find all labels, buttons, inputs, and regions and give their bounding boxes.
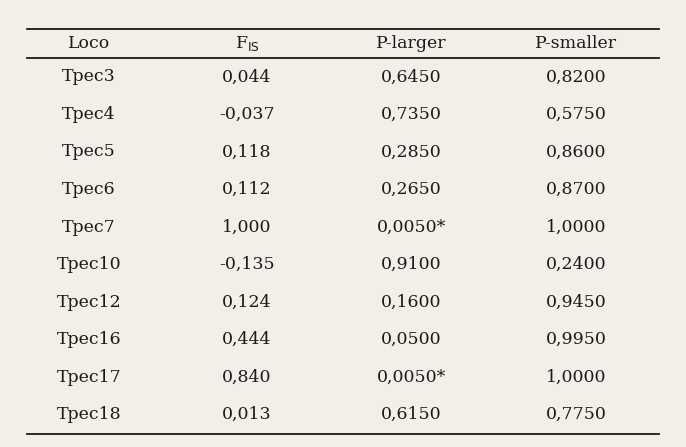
Text: 0,2400: 0,2400 <box>546 256 606 273</box>
Text: 0,8200: 0,8200 <box>546 68 606 85</box>
Text: -0,037: -0,037 <box>219 106 275 123</box>
Text: 0,0050*: 0,0050* <box>377 369 447 386</box>
Text: 0,0050*: 0,0050* <box>377 219 447 236</box>
Text: 0,013: 0,013 <box>222 406 272 423</box>
Text: F$_{\rm IS}$: F$_{\rm IS}$ <box>235 34 259 53</box>
Text: Tpec12: Tpec12 <box>57 294 121 311</box>
Text: P-smaller: P-smaller <box>535 35 617 52</box>
Text: 0,8600: 0,8600 <box>546 143 606 160</box>
Text: 0,7750: 0,7750 <box>546 406 606 423</box>
Text: 0,8700: 0,8700 <box>546 181 606 198</box>
Text: 0,112: 0,112 <box>222 181 272 198</box>
Text: 0,1600: 0,1600 <box>381 294 442 311</box>
Text: 1,0000: 1,0000 <box>546 219 606 236</box>
Text: 0,124: 0,124 <box>222 294 272 311</box>
Text: 0,5750: 0,5750 <box>546 106 606 123</box>
Text: 0,044: 0,044 <box>222 68 272 85</box>
Text: Loco: Loco <box>68 35 110 52</box>
Text: Tpec17: Tpec17 <box>57 369 121 386</box>
Text: 0,2650: 0,2650 <box>381 181 442 198</box>
Text: 0,6150: 0,6150 <box>381 406 442 423</box>
Text: Tpec5: Tpec5 <box>62 143 116 160</box>
Text: 0,6450: 0,6450 <box>381 68 442 85</box>
Text: 0,444: 0,444 <box>222 331 272 348</box>
Text: 0,9950: 0,9950 <box>546 331 606 348</box>
Text: Tpec10: Tpec10 <box>57 256 121 273</box>
Text: 0,7350: 0,7350 <box>381 106 442 123</box>
Text: -0,135: -0,135 <box>219 256 275 273</box>
Text: Tpec6: Tpec6 <box>62 181 116 198</box>
Text: Tpec7: Tpec7 <box>62 219 116 236</box>
Text: 0,840: 0,840 <box>222 369 272 386</box>
Text: Tpec4: Tpec4 <box>62 106 116 123</box>
Text: 0,118: 0,118 <box>222 143 272 160</box>
Text: 1,0000: 1,0000 <box>546 369 606 386</box>
Text: 0,9100: 0,9100 <box>381 256 442 273</box>
Text: 0,2850: 0,2850 <box>381 143 442 160</box>
Text: 0,0500: 0,0500 <box>381 331 442 348</box>
Text: Tpec16: Tpec16 <box>57 331 121 348</box>
Text: 1,000: 1,000 <box>222 219 272 236</box>
Text: Tpec18: Tpec18 <box>57 406 121 423</box>
Text: Tpec3: Tpec3 <box>62 68 116 85</box>
Text: P-larger: P-larger <box>377 35 447 52</box>
Text: 0,9450: 0,9450 <box>546 294 606 311</box>
